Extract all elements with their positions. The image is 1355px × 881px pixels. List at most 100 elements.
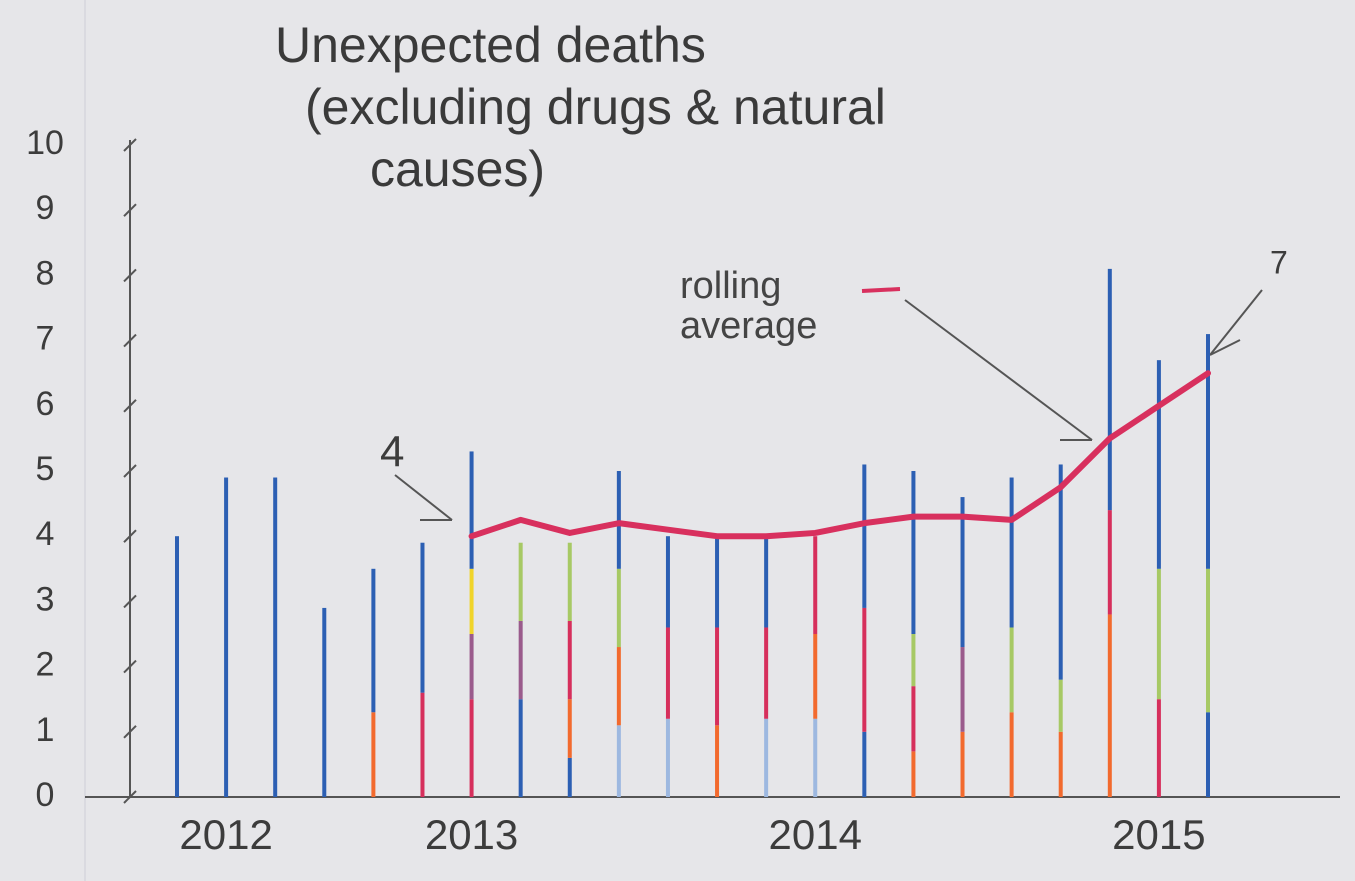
bar-segment	[911, 751, 916, 797]
x-tick-label: 2015	[1112, 811, 1205, 858]
y-tick-label: 10	[26, 124, 64, 162]
bar-segment	[1156, 360, 1161, 569]
bar-segment	[616, 647, 621, 726]
y-tick-label: 5	[36, 450, 55, 488]
x-tick-label: 2013	[425, 811, 518, 858]
bar-segment	[1107, 614, 1112, 797]
bar-segment	[715, 725, 720, 797]
bar-segment	[1107, 268, 1112, 511]
legend-label: rolling average	[680, 265, 818, 347]
marks	[175, 268, 1211, 797]
bar-segment	[911, 471, 916, 634]
y-tick-label: 8	[36, 254, 55, 292]
bar-segment	[420, 542, 425, 693]
bar-segment	[469, 699, 474, 797]
y-tick	[123, 529, 137, 543]
title-line: (excluding drugs & natural	[305, 79, 886, 135]
y-tick	[123, 399, 137, 413]
bar-segment	[567, 542, 572, 621]
bar-segment	[616, 568, 621, 648]
bar-segment	[764, 718, 769, 797]
annotation-arrow	[394, 474, 453, 521]
y-tick	[123, 464, 137, 478]
bar-segment	[1206, 712, 1210, 797]
bar-segment	[1206, 334, 1210, 569]
annotation: 4	[380, 428, 404, 477]
bar-segment	[1058, 731, 1063, 797]
y-tick-label: 4	[36, 515, 55, 553]
x-tick-label: 2012	[179, 811, 272, 858]
bar-segment	[1156, 568, 1161, 700]
bar-segment	[862, 464, 867, 608]
bar-segment	[960, 497, 965, 648]
bar-segment	[911, 686, 916, 752]
title-line: Unexpected deaths	[275, 17, 706, 73]
bar-segment	[960, 731, 965, 797]
bar-segment	[1058, 679, 1063, 732]
bar-segment	[469, 634, 474, 700]
x-tick-label: 2014	[769, 811, 862, 858]
bar-segment	[616, 725, 621, 797]
bar-segment	[273, 477, 278, 797]
y-tick-label: 6	[36, 385, 55, 423]
bar-segment	[469, 451, 474, 569]
bar-segment	[862, 731, 867, 797]
bar-segment	[518, 699, 523, 797]
y-tick	[123, 594, 137, 609]
y-tick	[123, 333, 137, 348]
legend-swatch	[861, 287, 901, 293]
bar-segment	[715, 627, 720, 726]
y-tick	[123, 659, 137, 674]
bar-segment	[665, 718, 670, 797]
title-line: causes)	[370, 141, 546, 197]
bar-segment	[665, 536, 670, 628]
annotation-arrow	[1209, 289, 1263, 356]
bar-segment	[371, 712, 376, 797]
bar-segment	[813, 718, 818, 797]
bar-segment	[1058, 464, 1063, 680]
bar-segment	[518, 620, 523, 700]
bar-segment	[224, 477, 229, 797]
annotation: 7	[1270, 244, 1288, 280]
rolling-average-line	[468, 370, 1211, 540]
bar-segment	[175, 536, 179, 797]
bar-segment	[567, 620, 572, 700]
bar-segment	[518, 542, 523, 621]
bar-segment	[371, 568, 376, 713]
y-tick-label: 2	[36, 646, 55, 684]
bar-segment	[1107, 510, 1112, 615]
bar-segment	[1009, 712, 1014, 797]
y-tick	[123, 268, 137, 283]
bar-segment	[911, 634, 916, 687]
y-tick-label: 1	[36, 711, 55, 749]
bar-segment	[764, 627, 769, 719]
y-tick	[123, 790, 137, 804]
bar-segment	[1206, 568, 1210, 713]
y-tick-label: 7	[36, 320, 55, 358]
bar-segment	[616, 471, 621, 569]
bar-segment	[960, 647, 965, 732]
bar-segment	[322, 607, 327, 797]
bar-segment	[764, 536, 769, 628]
bar-segment	[715, 536, 720, 628]
legend-arrow	[904, 299, 1093, 441]
bar-segment	[567, 699, 572, 758]
bar-segment	[1009, 627, 1014, 713]
y-tick	[123, 138, 137, 152]
bar-segment	[1009, 477, 1014, 628]
y-tick-label: 3	[36, 580, 55, 618]
y-tick-label: 0	[36, 776, 55, 814]
bar-segment	[813, 634, 818, 719]
bar-segment	[665, 627, 670, 719]
bar-segment	[420, 692, 425, 797]
bar-segment	[567, 757, 572, 797]
y-tick	[123, 203, 137, 217]
chart-title: Unexpected deaths (excluding drugs & nat…	[275, 14, 1345, 200]
bar-segment	[813, 536, 818, 634]
bar-segment	[862, 607, 867, 732]
y-tick	[123, 725, 137, 739]
bar-segment	[469, 568, 474, 634]
annotation-arrow	[1209, 339, 1241, 356]
